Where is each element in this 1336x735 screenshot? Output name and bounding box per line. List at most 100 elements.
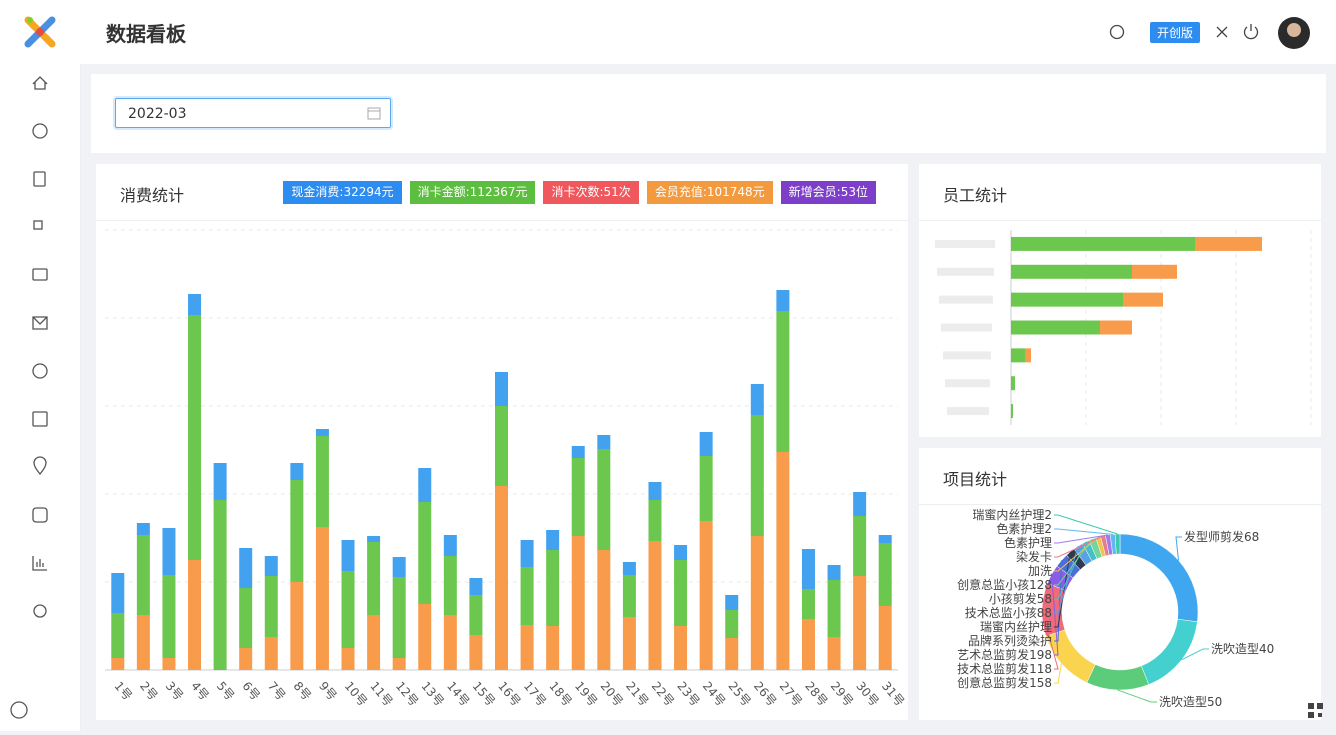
bar-segment [750, 384, 764, 415]
donut-slice [1045, 629, 1096, 683]
x-tick-label: 23号 [674, 679, 702, 709]
bar-segment [597, 550, 611, 670]
x-tick-label: 30号 [853, 679, 881, 709]
x-tick-label: 7号 [265, 679, 288, 703]
bar-segment [341, 648, 355, 670]
x-tick-label: 1号 [111, 679, 134, 703]
bar-segment [367, 615, 381, 670]
bar-segment [648, 500, 662, 541]
bar-segment [136, 615, 150, 670]
card-header: 员工统计 [919, 164, 1321, 221]
leader-line [1054, 560, 1062, 642]
bar-segment [443, 556, 457, 615]
bar-segment [443, 535, 457, 556]
bar-segment [776, 452, 790, 670]
x-tick-label: 18号 [546, 679, 574, 709]
bar-segment [699, 456, 713, 521]
chart-icon[interactable] [32, 556, 47, 571]
x-tick-label: 27号 [777, 679, 805, 709]
finance-icon[interactable] [32, 123, 48, 139]
qr-icon[interactable] [1308, 703, 1323, 718]
bar-segment [1100, 320, 1132, 335]
bar-segment [1011, 404, 1013, 419]
bar-segment [495, 372, 508, 406]
x-tick-label: 19号 [572, 679, 600, 709]
leader-line [1054, 663, 1062, 684]
slice-label: 创意总监小孩128 [957, 577, 1052, 592]
bar-segment [648, 482, 662, 500]
slice-label: 色素护理2 [996, 522, 1052, 536]
fullscreen-icon[interactable] [1216, 26, 1228, 38]
order-icon[interactable] [33, 171, 46, 187]
gear-icon[interactable] [33, 604, 47, 618]
bar-segment [725, 638, 739, 670]
bar-segment [878, 606, 892, 670]
card-icon[interactable] [32, 268, 48, 281]
bar-segment [597, 435, 611, 449]
power-icon[interactable] [1243, 24, 1259, 40]
bar-segment [367, 542, 381, 615]
sidebar [0, 0, 81, 731]
card-title: 消费统计 [120, 186, 185, 205]
bar-segment [801, 619, 815, 670]
x-tick-label: 21号 [623, 679, 651, 709]
x-tick-label: 10号 [342, 679, 370, 709]
support-icon[interactable] [10, 701, 28, 719]
calendar-icon[interactable] [367, 106, 381, 120]
settings-panel-icon[interactable] [32, 411, 48, 427]
bar-segment [776, 311, 790, 452]
bar-segment [136, 523, 150, 535]
x-tick-label: 28号 [802, 679, 830, 709]
filter-card: 2022-03 [91, 74, 1326, 153]
bar-segment [188, 315, 202, 560]
bar-segment [571, 446, 585, 458]
blurred-label [937, 267, 994, 276]
edition-badge[interactable]: 开创版 [1150, 22, 1201, 43]
bar-segment [469, 635, 483, 670]
date-picker[interactable]: 2022-03 [115, 98, 391, 128]
message-icon[interactable] [32, 363, 48, 379]
x-tick-label: 20号 [598, 679, 626, 709]
x-tick-label: 9号 [316, 679, 339, 703]
bar-segment [571, 458, 585, 536]
bar-segment [648, 541, 662, 670]
x-tick-label: 25号 [725, 679, 753, 709]
bar-segment [699, 432, 713, 456]
slice-label: 艺术总监剪发198 [957, 647, 1052, 662]
bar-segment [290, 480, 304, 582]
bar-segment [136, 535, 150, 615]
bar-segment [674, 545, 688, 560]
bar-segment [520, 625, 534, 670]
bar-segment [853, 516, 867, 576]
summary-tag: 新增会员:53位 [780, 181, 876, 204]
slice-label: 创意总监剪发158 [957, 675, 1052, 690]
bar-segment [162, 575, 176, 658]
donut-slice [1086, 664, 1150, 691]
leader-line [1054, 545, 1079, 614]
bar-segment [392, 557, 406, 577]
bar-segment [801, 589, 815, 619]
bar-segment [1025, 348, 1031, 363]
bar-segment [878, 535, 892, 543]
home-icon[interactable] [32, 76, 48, 90]
bar-segment [674, 626, 688, 670]
summary-tag: 会员充值:101748元 [646, 181, 773, 204]
location-icon[interactable] [33, 456, 47, 476]
bar-segment [367, 536, 381, 542]
leader-line [1054, 538, 1093, 586]
bar-segment [520, 567, 534, 625]
mail-icon[interactable] [32, 316, 48, 330]
leader-line [1175, 536, 1182, 561]
leader-line [1054, 534, 1108, 544]
slice-label: 色素护理 [1004, 536, 1052, 550]
bar-segment [750, 415, 764, 536]
copy-icon[interactable] [33, 220, 43, 230]
bar-segment [469, 578, 483, 595]
bar-segment [1132, 264, 1177, 279]
x-tick-label: 24号 [700, 679, 728, 709]
summary-tag: 现金消费:32294元 [283, 181, 402, 204]
bar-segment [213, 500, 227, 670]
chat-icon[interactable] [1109, 24, 1125, 40]
slice-label: 加洗 [1028, 564, 1052, 578]
instagram-icon[interactable] [32, 507, 48, 523]
